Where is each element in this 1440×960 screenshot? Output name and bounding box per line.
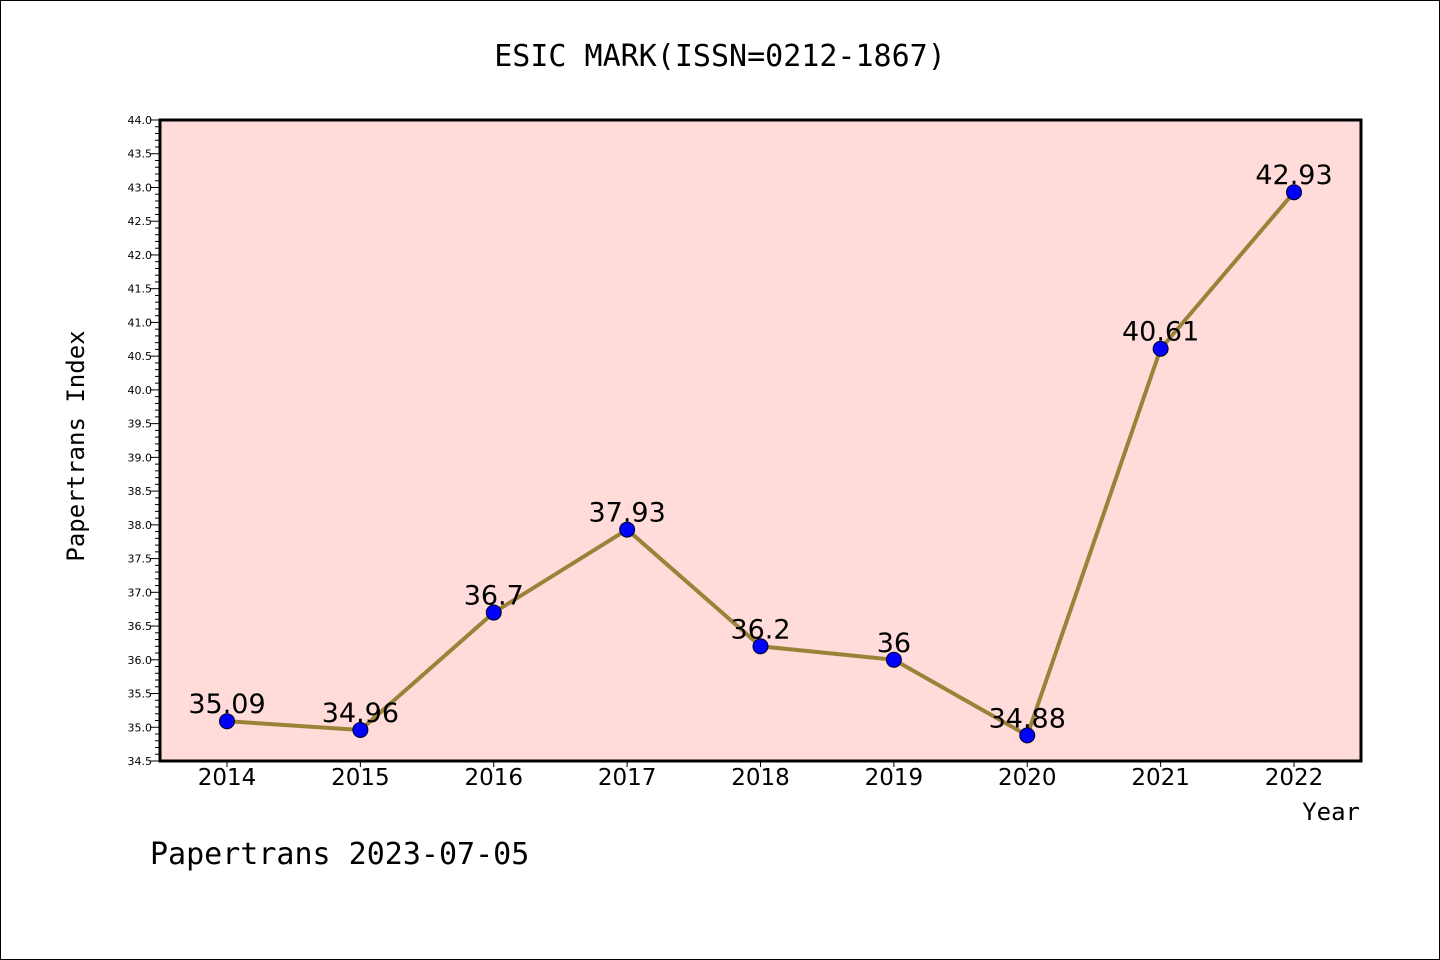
data-label: 40.61 <box>1122 317 1199 348</box>
x-tick-label: 2022 <box>1265 765 1324 791</box>
chart-title: ESIC MARK(ISSN=0212-1867) <box>494 39 946 74</box>
data-labels: 35.09 34.96 36.7 37.93 36.2 36 34.88 40.61 42.93 <box>188 160 1332 734</box>
y-tick-label: 43.5 <box>128 148 153 161</box>
data-label: 35.09 <box>188 689 265 720</box>
data-point <box>485 604 502 621</box>
data-point <box>219 713 235 730</box>
y-tick-label: 41.5 <box>128 283 153 296</box>
y-tick-label: 44.0 <box>128 114 153 127</box>
y-tick-label: 35.0 <box>128 721 153 734</box>
y-tick-label: 36.5 <box>128 620 153 633</box>
plot-area <box>160 120 1361 761</box>
y-axis-label: Papertrans Index <box>62 330 90 561</box>
y-tick-label: 40.0 <box>128 384 153 397</box>
data-point <box>752 638 769 655</box>
y-tick-label: 42.5 <box>128 215 153 228</box>
data-label: 42.93 <box>1255 160 1332 191</box>
x-tick-label: 2017 <box>598 765 657 791</box>
y-tick-label: 39.5 <box>128 418 153 431</box>
data-points <box>219 184 1302 744</box>
x-axis-ticks: 2014 2015 2016 2017 2018 2019 2020 2021 2022 <box>198 761 1324 791</box>
data-point <box>1152 340 1169 357</box>
y-tick-label: 36.0 <box>128 654 153 667</box>
x-tick-label: 2016 <box>464 765 523 791</box>
x-axis-label: Year <box>1302 798 1360 826</box>
y-tick-label: 34.5 <box>128 755 153 768</box>
data-label: 34.88 <box>989 703 1066 734</box>
y-tick-label: 37.0 <box>128 586 153 599</box>
y-tick-label: 37.5 <box>128 553 153 566</box>
data-point <box>1019 727 1036 744</box>
x-tick-label: 2018 <box>731 765 790 791</box>
data-point <box>352 721 369 738</box>
data-label: 37.93 <box>588 498 665 529</box>
y-tick-label: 35.5 <box>128 688 153 701</box>
data-label: 36.2 <box>730 614 790 645</box>
data-point <box>885 651 902 668</box>
y-tick-label: 38.0 <box>128 519 153 532</box>
data-label: 36.7 <box>464 581 524 612</box>
y-tick-label: 42.0 <box>128 249 153 262</box>
data-label: 36 <box>877 628 911 659</box>
x-tick-label: 2015 <box>331 765 390 791</box>
y-tick-label: 39.0 <box>128 451 153 464</box>
y-tick-label: 38.5 <box>128 485 153 498</box>
plot-border <box>158 118 1363 763</box>
y-tick-label: 43.0 <box>128 181 153 194</box>
x-tick-label: 2020 <box>998 765 1057 791</box>
y-axis-ticks: 34.5 35.0 35.5 36.0 36.5 37.0 37.5 38.0 38.5 39.0… <box>128 114 160 768</box>
data-label: 34.96 <box>322 698 399 729</box>
x-tick-label: 2021 <box>1131 765 1190 791</box>
footer-credit: Papertrans 2023-07-05 <box>150 837 529 872</box>
y-tick-label: 40.5 <box>128 350 153 363</box>
data-point <box>1286 184 1302 201</box>
x-tick-label: 2014 <box>198 765 257 791</box>
data-point <box>619 521 636 538</box>
y-tick-label: 41.0 <box>128 316 153 329</box>
x-tick-label: 2019 <box>865 765 924 791</box>
